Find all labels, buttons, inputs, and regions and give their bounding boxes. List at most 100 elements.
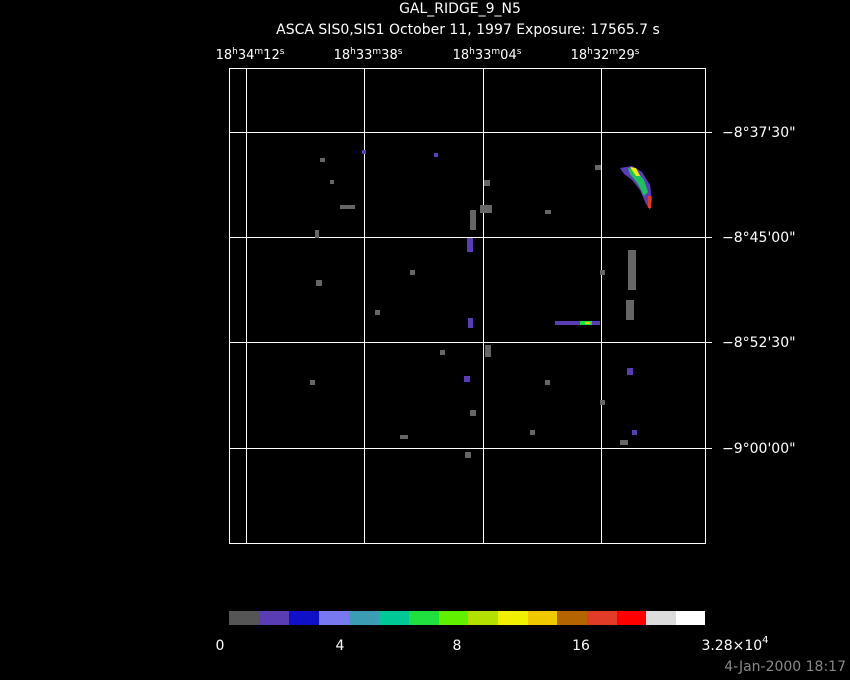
- superscript: h: [469, 47, 475, 57]
- label-part: 12: [263, 48, 280, 63]
- superscript: m: [491, 47, 500, 57]
- source: [627, 368, 633, 375]
- color-swatch: [587, 611, 617, 625]
- ra-label: 18h33m38s: [334, 47, 403, 63]
- title: GAL_RIDGE_9_N5: [399, 1, 521, 17]
- dec-label: −8°37'30": [722, 125, 796, 141]
- source: [585, 322, 590, 324]
- source: [600, 270, 605, 275]
- dec-label: −8°52'30": [722, 335, 796, 351]
- source: [470, 410, 476, 416]
- colorbar-label: 8: [453, 638, 462, 654]
- label-part: 18: [453, 48, 470, 63]
- source: [464, 376, 470, 382]
- source: [648, 196, 651, 208]
- superscript: h: [350, 47, 356, 57]
- superscript: m: [372, 47, 381, 57]
- colorbar-label: 4: [336, 638, 345, 654]
- source: [630, 167, 640, 176]
- dec-labels: −8°37'30" −8°45'00" −8°52'30" −9°00'00": [722, 125, 796, 457]
- sources: [310, 150, 652, 458]
- source: [545, 380, 550, 385]
- subtitle: ASCA SIS0,SIS1 October 11, 1997 Exposure…: [276, 22, 660, 38]
- timestamp: 4-Jan-2000 18:17: [724, 659, 846, 675]
- source: [595, 165, 601, 170]
- source: [628, 250, 636, 290]
- image-frame: [229, 68, 712, 544]
- source: [555, 321, 600, 325]
- source: [440, 350, 445, 355]
- superscript: h: [232, 47, 238, 57]
- frame: [229, 68, 706, 544]
- dec-label: −9°00'00": [722, 441, 796, 457]
- color-swatch: [319, 611, 349, 625]
- source: [628, 168, 648, 196]
- label-part: 29: [618, 48, 635, 63]
- source: [315, 230, 319, 238]
- superscript: m: [254, 47, 263, 57]
- color-swatch: [557, 611, 587, 625]
- colorbar-labels: 0 4 8 16 3.28×104: [216, 635, 769, 654]
- color-swatch: [646, 611, 676, 625]
- label-part: 34: [238, 48, 255, 63]
- source: [310, 380, 315, 385]
- superscript: 4: [762, 635, 768, 646]
- source: [316, 280, 322, 286]
- source: [545, 210, 551, 214]
- ra-label: 18h33m04s: [453, 47, 522, 63]
- source: [620, 440, 628, 445]
- color-swatch: [379, 611, 409, 625]
- superscript: s: [517, 47, 522, 57]
- color-swatch: [229, 611, 259, 625]
- source: [480, 205, 492, 213]
- label-part: 33: [356, 48, 373, 63]
- color-swatch: [409, 611, 439, 625]
- label-part: 04: [500, 48, 517, 63]
- superscript: h: [587, 47, 593, 57]
- color-swatch: [349, 611, 379, 625]
- colorbar-label: 0: [216, 638, 225, 654]
- source: [530, 430, 535, 435]
- ra-label: 18h34m12s: [216, 47, 285, 63]
- color-swatch: [289, 611, 319, 625]
- superscript: m: [609, 47, 618, 57]
- source: [330, 180, 334, 184]
- colorbar: [229, 611, 705, 625]
- color-swatch: [468, 611, 498, 625]
- color-swatch: [498, 611, 528, 625]
- source: [400, 435, 408, 439]
- ra-label: 18h32m29s: [571, 47, 640, 63]
- source: [465, 452, 471, 458]
- source: [484, 180, 490, 186]
- source: [600, 400, 605, 405]
- source: [375, 310, 380, 315]
- ra-labels: 18h34m12s 18h33m38s 18h33m04s 18h32m29s: [216, 47, 640, 63]
- color-swatch: [439, 611, 468, 625]
- source: [468, 318, 473, 328]
- source: [410, 270, 415, 275]
- source: [340, 205, 355, 209]
- dec-label: −8°45'00": [722, 230, 796, 246]
- label-part: 18: [216, 48, 233, 63]
- colorbar-label: 3.28×104: [701, 635, 768, 654]
- superscript: s: [280, 47, 285, 57]
- label-part: 38: [381, 48, 398, 63]
- source: [626, 300, 634, 320]
- superscript: s: [635, 47, 640, 57]
- superscript: s: [398, 47, 403, 57]
- label-part: 33: [475, 48, 492, 63]
- source: [362, 150, 366, 154]
- source: [485, 345, 491, 357]
- color-swatch: [617, 611, 646, 625]
- color-swatch: [528, 611, 557, 625]
- label-part: 18: [571, 48, 588, 63]
- color-swatch: [259, 611, 289, 625]
- label-part: 3.28×10: [701, 638, 762, 654]
- source: [632, 430, 637, 435]
- colorbar-label: 16: [572, 638, 590, 654]
- label-part: 18: [334, 48, 351, 63]
- source: [470, 210, 476, 230]
- source: [467, 238, 473, 252]
